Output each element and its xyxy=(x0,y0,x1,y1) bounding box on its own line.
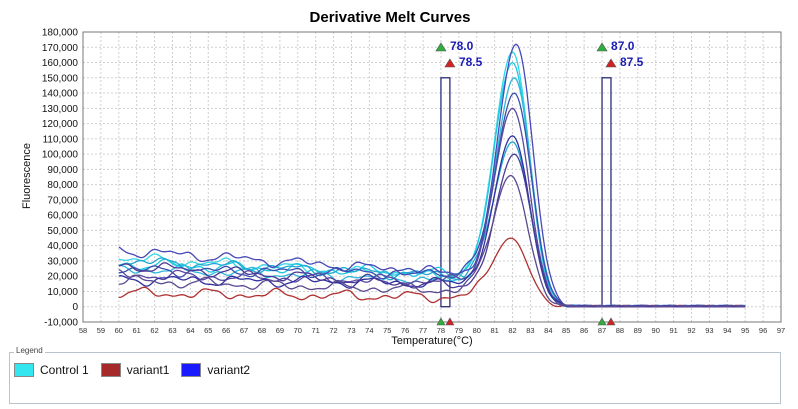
x-tick-label: 70 xyxy=(294,326,302,335)
y-tick-label: 160,000 xyxy=(42,58,79,69)
plot-area-frame xyxy=(82,31,782,323)
x-tick-label: 88 xyxy=(616,326,624,335)
y-tick-label: 60,000 xyxy=(47,211,78,222)
x-axis-label: Temperature(°C) xyxy=(391,335,472,347)
x-tick-label: 93 xyxy=(705,326,713,335)
x-tick-label: 87 xyxy=(598,326,606,335)
x-tick-label: 81 xyxy=(490,326,498,335)
x-tick-label: 86 xyxy=(580,326,588,335)
x-tick-label: 66 xyxy=(222,326,230,335)
y-tick-label: 30,000 xyxy=(47,256,78,267)
y-tick-label: 0 xyxy=(72,302,78,313)
x-tick-label: 73 xyxy=(347,326,355,335)
x-tick-label: 95 xyxy=(741,326,749,335)
y-tick-label: 110,000 xyxy=(43,134,79,145)
x-tick-label: 60 xyxy=(115,326,123,335)
x-tick-label: 94 xyxy=(723,326,731,335)
y-tick-label: 80,000 xyxy=(47,180,78,191)
y-tick-label: 70,000 xyxy=(47,195,78,206)
series-line-variant2 xyxy=(118,174,746,308)
x-tick-label: 58 xyxy=(79,326,87,335)
x-tick-label: 65 xyxy=(204,326,212,335)
melt-curve-chart: Derivative Melt Curves -10,000 0 10,000 20,… xyxy=(21,9,785,347)
y-tick-label: 50,000 xyxy=(47,226,78,237)
x-tick-label: 77 xyxy=(419,326,427,335)
series-line-variant2 xyxy=(118,43,746,308)
x-tick-label: 79 xyxy=(455,326,463,335)
x-tick-label: 76 xyxy=(401,326,409,335)
series-line-variant2 xyxy=(118,153,746,308)
x-tick-label: 67 xyxy=(240,326,248,335)
y-axis-label: Fluorescence xyxy=(21,143,33,209)
y-tick-label: 120,000 xyxy=(42,119,79,130)
x-tick-label: 84 xyxy=(544,326,552,335)
legend-title: Legend xyxy=(14,346,45,355)
analysis-region xyxy=(601,77,612,308)
marker-top-triangle xyxy=(435,42,447,52)
legend-swatch-variant2 xyxy=(181,363,202,377)
marker-bottom-triangle xyxy=(445,317,455,326)
x-tick-label: 82 xyxy=(508,326,516,335)
legend-items: Control 1 variant1 variant2 xyxy=(14,363,262,377)
y-tick-label: 140,000 xyxy=(42,89,79,100)
marker-value-label: 78.0 xyxy=(450,39,474,53)
y-tick-label: 10,000 xyxy=(47,287,78,298)
x-tick-label: 89 xyxy=(634,326,642,335)
x-tick-label: 97 xyxy=(777,326,785,335)
legend-panel: Legend Control 1 variant1 variant2 xyxy=(9,346,781,404)
legend-entry-variant2[interactable]: variant2 xyxy=(181,363,250,377)
chart-title: Derivative Melt Curves xyxy=(310,9,471,26)
marker-value-label: 87.5 xyxy=(620,55,644,69)
x-tick-label: 96 xyxy=(759,326,767,335)
y-tick-label: 170,000 xyxy=(42,43,79,54)
y-tick-label: 100,000 xyxy=(42,150,79,161)
x-tick-label: 61 xyxy=(133,326,141,335)
legend-entry-control-1[interactable]: Control 1 xyxy=(14,363,89,377)
legend-entry-variant1[interactable]: variant1 xyxy=(100,363,170,377)
x-tick-label: 75 xyxy=(383,326,391,335)
x-axis-ticks: 58 59 60 61 62 63 64 65 66 67 68 69 70 71 72 73 74 75 76 77… xyxy=(79,326,785,335)
x-tick-label: 80 xyxy=(473,326,481,335)
x-tick-label: 69 xyxy=(276,326,284,335)
y-axis-ticks: -10,000 0 10,000 20,000 30,000 40,000 50,000 60… xyxy=(42,28,79,329)
x-tick-label: 72 xyxy=(329,326,337,335)
marker-bottom-triangle xyxy=(436,317,446,326)
x-tick-label: 62 xyxy=(150,326,158,335)
curve-series xyxy=(118,43,746,308)
y-tick-label: 130,000 xyxy=(42,104,79,115)
x-tick-label: 68 xyxy=(258,326,266,335)
analysis-regions[interactable] xyxy=(440,77,612,308)
legend-label-control-1: Control 1 xyxy=(40,363,89,377)
marker-top-triangle xyxy=(605,58,617,68)
x-tick-label: 85 xyxy=(562,326,570,335)
x-tick-label: 83 xyxy=(526,326,534,335)
x-tick-label: 64 xyxy=(186,326,194,335)
x-tick-label: 74 xyxy=(365,326,373,335)
x-tick-label: 71 xyxy=(311,326,319,335)
marker-value-label: 78.5 xyxy=(459,55,483,69)
y-tick-label: 150,000 xyxy=(42,73,79,84)
threshold-markers[interactable]: 78.0 78.5 87.0 87.5 xyxy=(435,39,644,326)
marker-top-triangle xyxy=(444,58,456,68)
y-tick-label: 90,000 xyxy=(47,165,78,176)
y-tick-label: -10,000 xyxy=(44,318,78,329)
x-tick-label: 92 xyxy=(687,326,695,335)
x-tick-label: 91 xyxy=(669,326,677,335)
y-tick-label: 20,000 xyxy=(47,272,78,283)
legend-swatch-control-1 xyxy=(14,363,34,377)
x-tick-label: 90 xyxy=(652,326,660,335)
analysis-region xyxy=(440,77,451,308)
x-tick-label: 78 xyxy=(437,326,445,335)
y-tick-label: 40,000 xyxy=(47,241,78,252)
marker-top-triangle xyxy=(596,42,608,52)
legend-label-variant2: variant2 xyxy=(207,363,251,377)
legend-label-variant1: variant1 xyxy=(126,363,170,377)
marker-bottom-triangle xyxy=(606,317,616,326)
y-tick-label: 180,000 xyxy=(42,28,79,39)
marker-bottom-triangle xyxy=(597,317,607,326)
marker-value-label: 87.0 xyxy=(611,39,635,53)
legend-swatch-variant1 xyxy=(100,363,121,377)
x-tick-label: 63 xyxy=(168,326,176,335)
x-tick-label: 59 xyxy=(97,326,105,335)
